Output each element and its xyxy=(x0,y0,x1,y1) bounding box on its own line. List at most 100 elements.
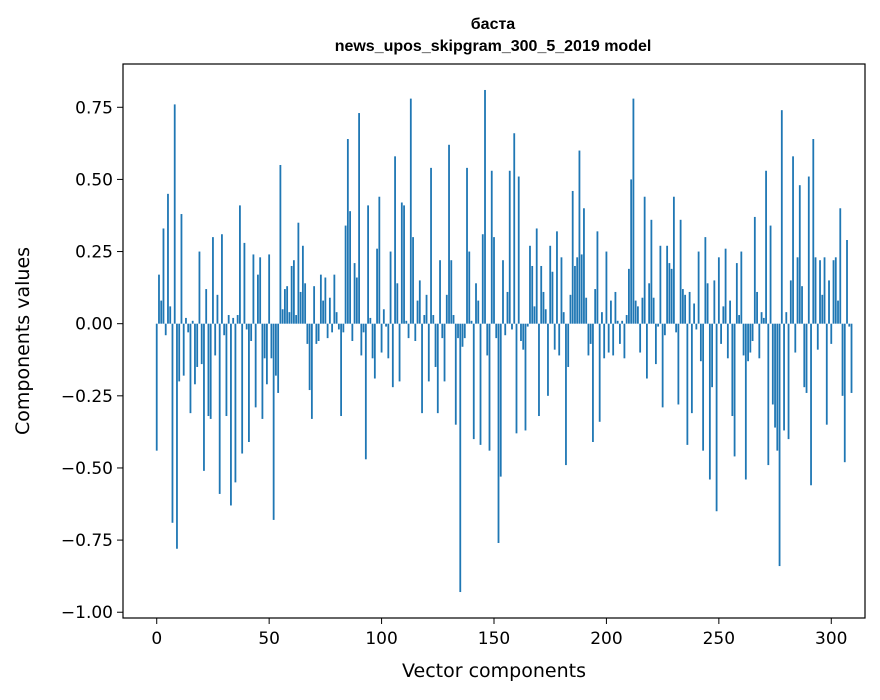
bar-component-179 xyxy=(558,323,561,356)
bar-component-186 xyxy=(574,265,576,324)
bar-component-29 xyxy=(221,234,223,324)
bar-component-87 xyxy=(351,323,354,341)
bar-component-63 xyxy=(297,222,300,324)
bar-component-75 xyxy=(324,277,327,324)
y-tick-label: 0.25 xyxy=(75,243,113,263)
bar-component-211 xyxy=(630,179,633,324)
bar-component-98 xyxy=(376,248,378,324)
bar-component-137 xyxy=(463,323,466,339)
bar-component-62 xyxy=(295,315,298,324)
bar-component-71 xyxy=(315,323,318,344)
bar-component-19 xyxy=(198,251,201,324)
bar-component-76 xyxy=(326,323,329,339)
bar-component-173 xyxy=(544,309,547,324)
bar-component-79 xyxy=(333,274,336,324)
bar-component-294 xyxy=(816,323,819,350)
chart-title-line1: баста xyxy=(471,16,516,33)
bar-component-190 xyxy=(583,208,585,324)
bar-component-133 xyxy=(454,323,457,425)
bar-component-89 xyxy=(355,277,358,324)
bar-component-72 xyxy=(317,323,320,341)
bar-component-94 xyxy=(367,205,369,324)
bar-component-53 xyxy=(275,323,277,376)
bar-component-219 xyxy=(648,283,651,324)
plot-frame xyxy=(122,63,866,619)
bar-component-181 xyxy=(562,312,565,324)
bar-component-249 xyxy=(715,323,718,512)
bar-component-238 xyxy=(690,323,693,414)
bar-component-208 xyxy=(623,323,626,359)
bar-component-302 xyxy=(834,257,837,324)
bar-component-242 xyxy=(699,323,702,362)
bar-component-118 xyxy=(421,323,423,414)
bar-component-189 xyxy=(580,254,583,324)
bar-component-297 xyxy=(823,257,826,324)
bar-component-134 xyxy=(457,323,459,339)
bar-component-214 xyxy=(637,306,639,324)
bar-component-306 xyxy=(843,323,846,463)
bar-component-206 xyxy=(619,323,621,344)
bar-component-84 xyxy=(344,225,347,324)
bar-component-42 xyxy=(250,323,253,341)
bar-component-298 xyxy=(825,323,828,425)
bar-component-278 xyxy=(780,110,783,324)
bar-component-33 xyxy=(230,323,232,506)
bar-component-126 xyxy=(439,260,441,324)
bar-component-153 xyxy=(499,323,502,477)
bar-component-28 xyxy=(218,323,221,494)
bar-component-209 xyxy=(625,315,628,324)
bar-component-40 xyxy=(245,323,248,330)
bar-component-55 xyxy=(279,164,282,324)
bar-component-52 xyxy=(272,323,275,520)
bar-component-258 xyxy=(735,263,738,324)
bar-component-26 xyxy=(214,323,217,356)
bar-component-180 xyxy=(560,257,563,324)
bar-component-177 xyxy=(553,323,556,350)
bar-component-61 xyxy=(292,260,295,324)
bar-component-274 xyxy=(771,323,774,405)
bar-component-81 xyxy=(337,323,340,330)
bar-component-7 xyxy=(171,323,174,523)
bar-component-37 xyxy=(239,205,241,324)
bar-component-100 xyxy=(380,323,383,353)
bar-component-224 xyxy=(659,245,662,324)
bar-component-295 xyxy=(819,260,821,324)
bar-component-284 xyxy=(794,323,797,353)
bar-component-194 xyxy=(592,323,594,442)
bar-component-259 xyxy=(738,315,740,324)
bar-component-51 xyxy=(270,323,273,359)
bar-component-154 xyxy=(502,260,504,324)
bar-component-228 xyxy=(668,263,671,324)
bar-component-13 xyxy=(185,317,187,324)
bar-component-103 xyxy=(387,323,390,359)
bar-component-142 xyxy=(475,283,477,324)
bar-component-263 xyxy=(747,323,749,362)
bar-component-286 xyxy=(798,185,801,324)
bar-component-246 xyxy=(708,323,711,480)
bar-component-234 xyxy=(681,289,684,324)
bar-component-159 xyxy=(513,133,516,324)
bar-component-203 xyxy=(612,323,615,356)
bar-component-282 xyxy=(789,280,792,324)
bar-component-254 xyxy=(726,323,729,359)
bar-component-232 xyxy=(677,323,680,405)
bar-component-45 xyxy=(257,274,259,324)
bar-component-109 xyxy=(400,202,403,324)
ticks-group: 0 50 100 150 200 250 300 −1.00 −0.75 −0.50 −0.25 0.… xyxy=(61,98,848,649)
bar-component-168 xyxy=(533,306,536,324)
bar-component-151 xyxy=(495,323,498,339)
bar-component-3 xyxy=(162,228,165,324)
bar-component-6 xyxy=(169,306,172,324)
bar-component-239 xyxy=(693,303,696,324)
bar-component-218 xyxy=(646,323,648,379)
bar-component-269 xyxy=(760,312,763,324)
bar-component-199 xyxy=(603,323,606,359)
bar-component-243 xyxy=(702,323,705,451)
y-axis-label: Components values xyxy=(12,247,34,435)
bar-component-31 xyxy=(225,323,228,417)
bar-component-253 xyxy=(724,248,727,324)
bar-component-163 xyxy=(522,323,525,350)
bar-component-99 xyxy=(378,196,381,324)
bar-component-69 xyxy=(310,323,313,419)
bar-component-138 xyxy=(466,167,468,324)
